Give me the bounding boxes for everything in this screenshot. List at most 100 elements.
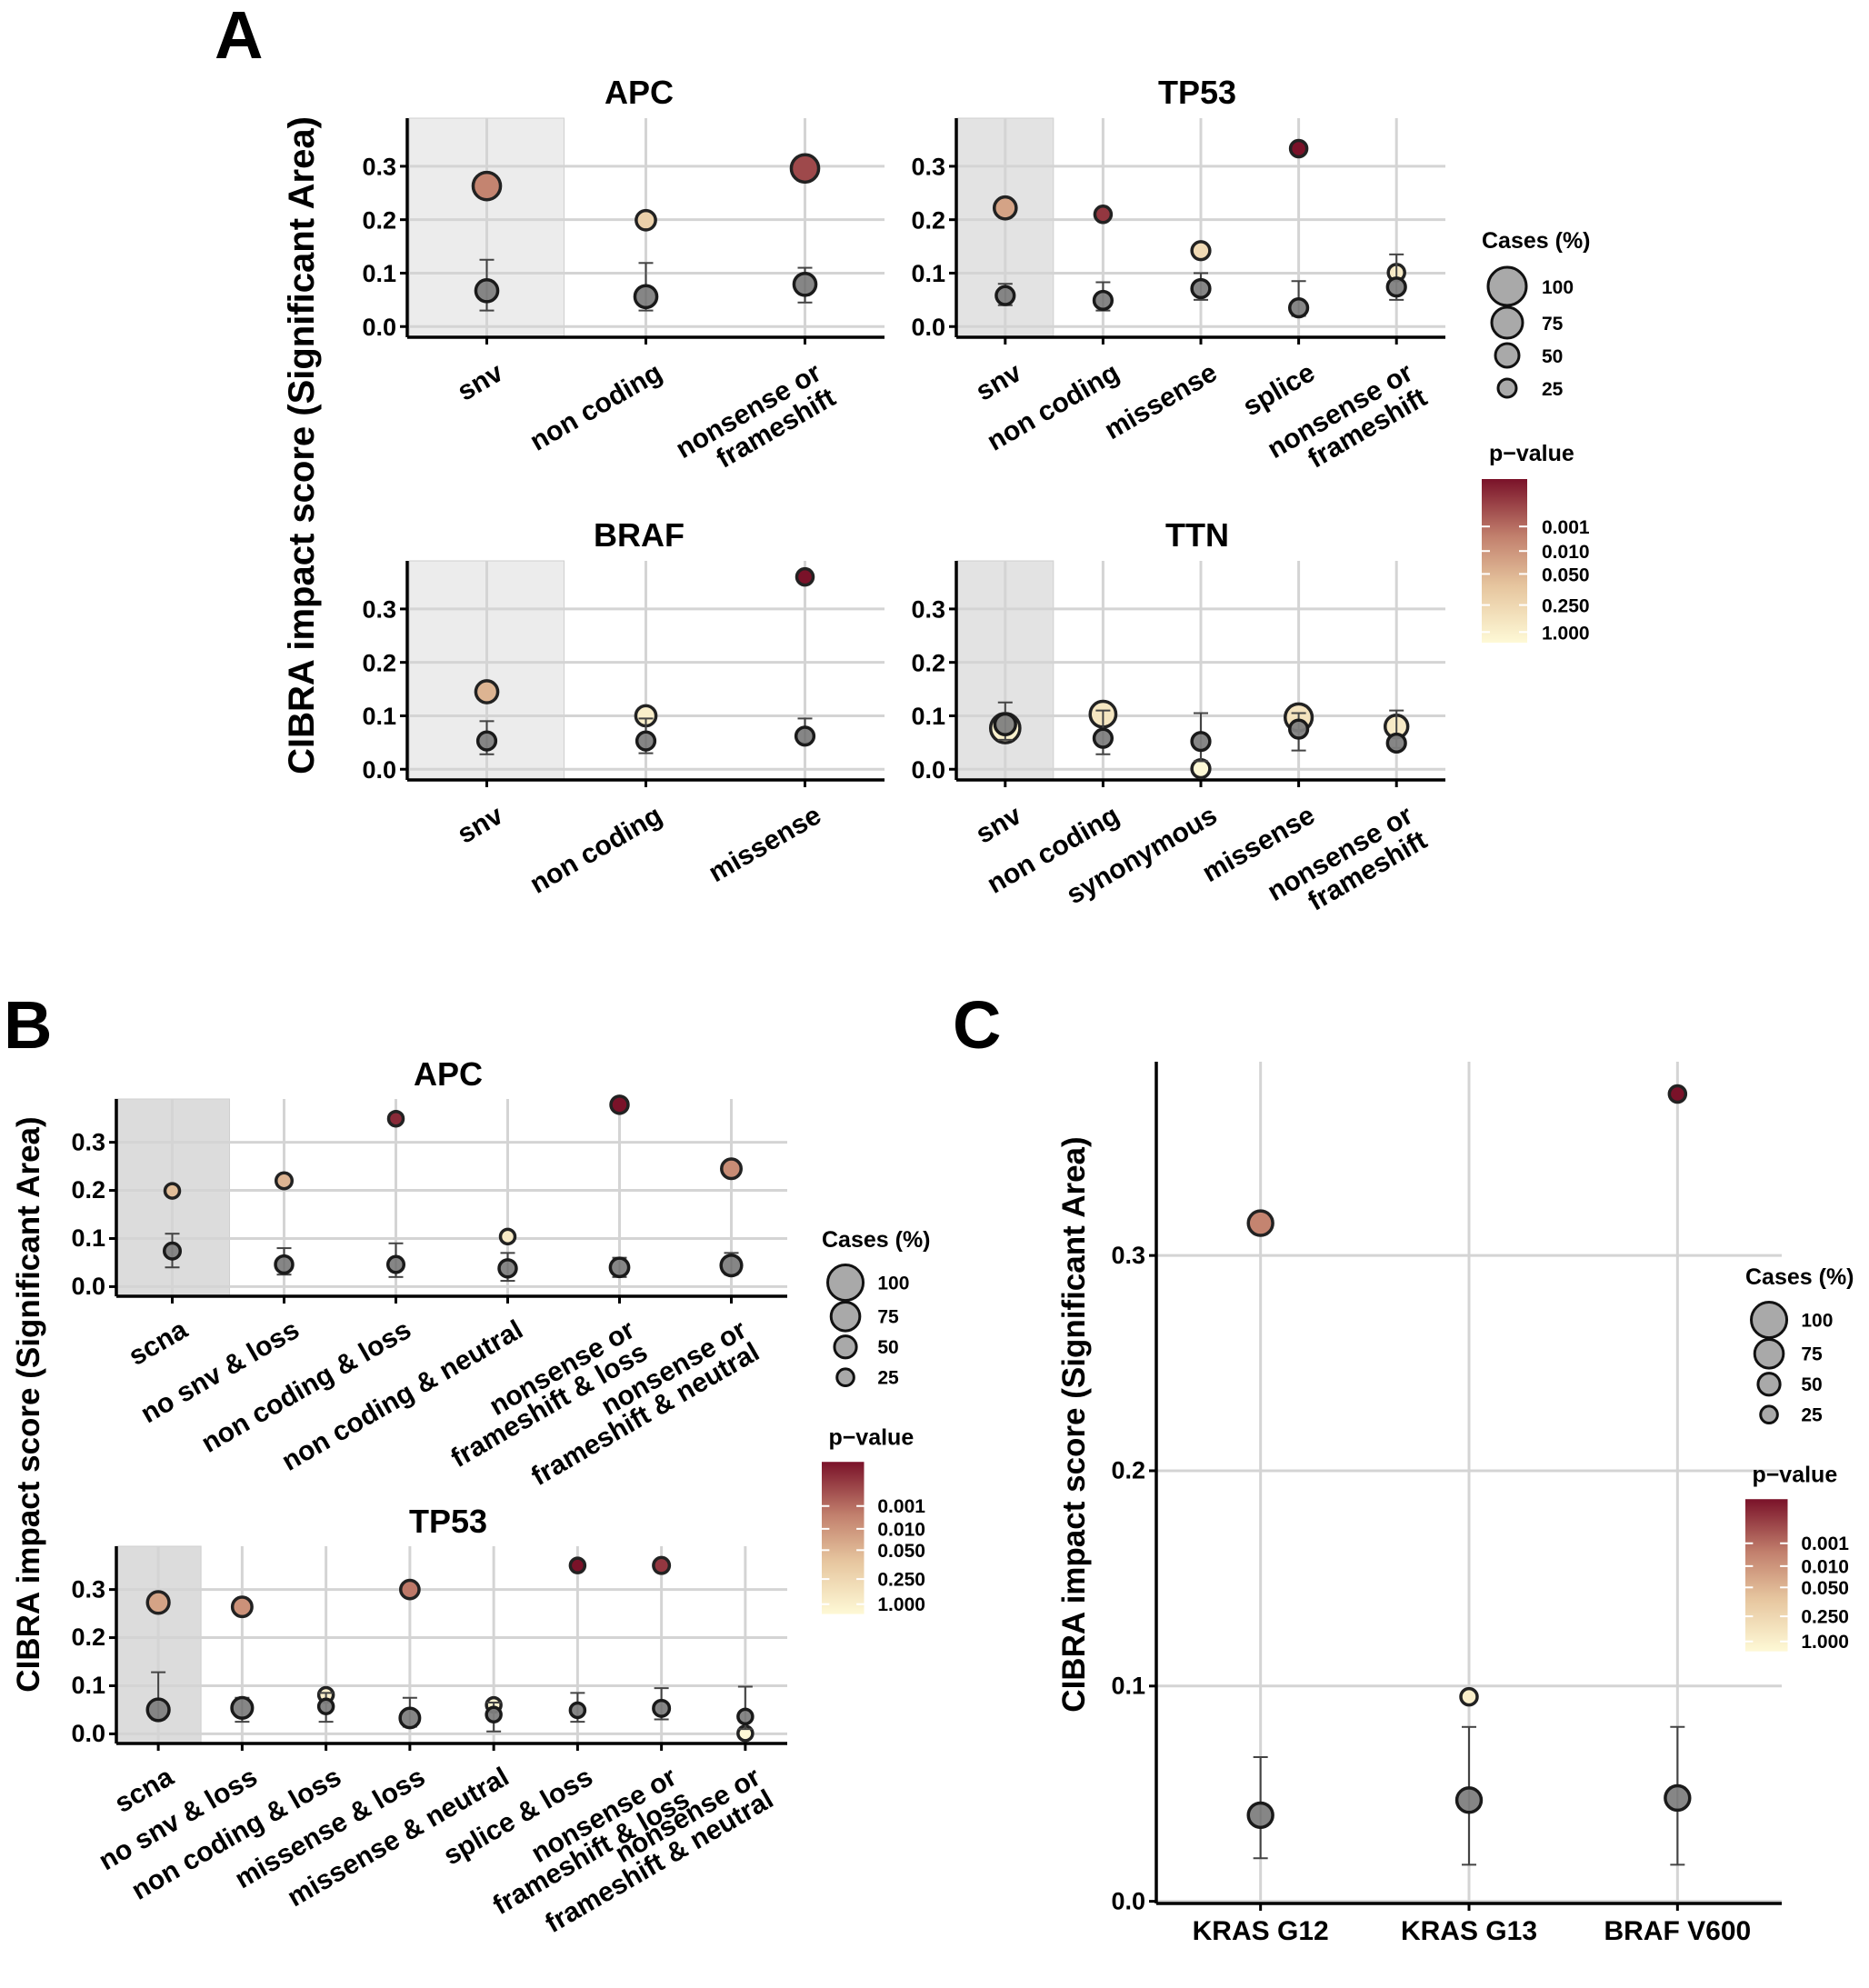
background-point: [145, 1697, 171, 1723]
legend-size-circle: [1494, 342, 1521, 369]
legend-size-label: 50: [877, 1337, 898, 1358]
background-point: [633, 284, 659, 310]
legend-size-circle: [1759, 1404, 1779, 1425]
legend-pvalue-label: 0.250: [1801, 1607, 1849, 1628]
y-tick-label: 0.0: [911, 756, 945, 784]
legend-size-circle: [1750, 1301, 1789, 1340]
y-tick-label: 0.0: [71, 1720, 105, 1747]
observed-point: [498, 1227, 517, 1246]
x-tick-label: scna: [124, 1314, 193, 1372]
y-tick-label: 0.3: [362, 596, 396, 624]
y-tick-label: 0.3: [71, 1128, 105, 1155]
legend-pvalue-label: 0.050: [877, 1541, 925, 1562]
legend-pvalue-label: 1.000: [1542, 623, 1590, 644]
x-tick-label: missense: [1100, 357, 1223, 445]
background-point: [568, 1701, 587, 1720]
observed-point: [1190, 758, 1212, 780]
legend-a: Cases (%) 100 75 50 25 p−value 0.001 0.0100.050…: [1482, 228, 1591, 644]
legend-size-label: 100: [877, 1274, 909, 1294]
legend-size-label: 75: [1542, 314, 1564, 335]
background-point: [608, 1256, 631, 1279]
legend-size-label: 25: [1801, 1405, 1823, 1426]
observed-point: [795, 566, 815, 587]
legend-size-label: 75: [877, 1307, 899, 1328]
y-tick-label: 0.2: [362, 206, 396, 234]
y-tick-label: 0.1: [911, 260, 945, 287]
y-tick-label: 0.1: [911, 703, 945, 730]
legend-size-circle: [1753, 1337, 1785, 1370]
legend-size-circle: [1490, 305, 1524, 340]
observed-point: [1459, 1686, 1479, 1707]
y-tick-label: 0.0: [71, 1273, 105, 1300]
observed-point: [720, 1157, 743, 1181]
observed-point: [568, 1556, 587, 1574]
background-point: [274, 1254, 295, 1275]
observed-point: [399, 1578, 421, 1601]
background-point: [1190, 731, 1212, 753]
background-point: [1246, 1801, 1274, 1830]
observed-point: [230, 1595, 254, 1619]
legend-pvalue-label: 0.001: [877, 1496, 925, 1517]
y-tick-label: 0.0: [362, 756, 396, 784]
panel-letter-b: B: [4, 987, 52, 1063]
legend-size-label: 100: [1801, 1311, 1833, 1332]
background-point: [652, 1698, 672, 1718]
legend-pvalue-label: 1.000: [1801, 1632, 1849, 1653]
legend-b: Cases (%) 100 75 50 25 p−value 0.0010.0100.050…: [822, 1227, 931, 1615]
legend-c: Cases (%) 100 75 50 25 p−value 0.0010.0100.050…: [1745, 1264, 1854, 1653]
y-tick-label: 0.2: [71, 1176, 105, 1204]
legend-size-circle: [829, 1300, 862, 1333]
y-axis-label-a: CIBRA impact score (Significant Area): [282, 116, 322, 774]
y-tick-label: 0.3: [362, 154, 396, 181]
panel-title: APC: [414, 1055, 483, 1093]
legend-size-circle: [833, 1334, 858, 1360]
legend-pvalue-title: p−value: [1489, 441, 1574, 466]
x-tick-label: snv: [453, 357, 509, 407]
x-tick-label-line: missense: [1100, 357, 1223, 445]
y-axis-label-c: CIBRA impact score (Significant Area): [1056, 1136, 1092, 1712]
background-point: [230, 1695, 255, 1720]
y-tick-label: 0.0: [911, 314, 945, 341]
x-tick-label-line: snv: [453, 800, 509, 850]
x-tick-label-line: snv: [971, 357, 1027, 407]
y-tick-label: 0.1: [362, 703, 396, 730]
background-point: [1664, 1783, 1692, 1813]
legend-pvalue-label: 1.000: [877, 1594, 925, 1615]
x-tick-label: non coding: [525, 357, 667, 456]
background-point: [1385, 732, 1407, 754]
background-point: [474, 278, 500, 304]
legend-pvalue-colorbar: [1745, 1499, 1788, 1652]
y-tick-label: 0.2: [71, 1623, 105, 1651]
panel-title: BRAF: [594, 516, 685, 554]
observed-point: [609, 1094, 630, 1115]
y-tick-label: 0.3: [911, 596, 945, 624]
background-point: [398, 1706, 422, 1730]
legend-pvalue-title: p−value: [828, 1425, 914, 1451]
observed-point: [1190, 240, 1212, 262]
panel-title: APC: [605, 74, 674, 111]
background-point: [1287, 718, 1310, 740]
y-tick-label: 0.2: [911, 649, 945, 676]
observed-point: [992, 195, 1018, 221]
observed-point: [1093, 205, 1114, 225]
x-tick-label: missense: [704, 800, 826, 888]
y-tick-label: 0.0: [362, 314, 396, 341]
x-tick-label: snv: [971, 800, 1027, 850]
legend-size-circle: [826, 1264, 865, 1303]
background-point: [485, 1705, 503, 1723]
observed-point: [1288, 138, 1309, 159]
legend-size-label: 75: [1801, 1344, 1823, 1365]
legend-size-label: 50: [1801, 1374, 1822, 1395]
legend-pvalue-label: 0.250: [1542, 596, 1590, 617]
observed-point: [789, 153, 821, 185]
observed-point: [1667, 1084, 1688, 1104]
background-point: [993, 712, 1017, 737]
y-axis-label-b: CIBRA impact score (Significant Area): [11, 1116, 46, 1692]
observed-point: [1246, 1209, 1274, 1237]
legend-size-circle: [1486, 265, 1528, 307]
x-tick-label: KRAS G13: [1401, 1916, 1537, 1946]
x-tick-label-line: non coding: [525, 800, 667, 899]
